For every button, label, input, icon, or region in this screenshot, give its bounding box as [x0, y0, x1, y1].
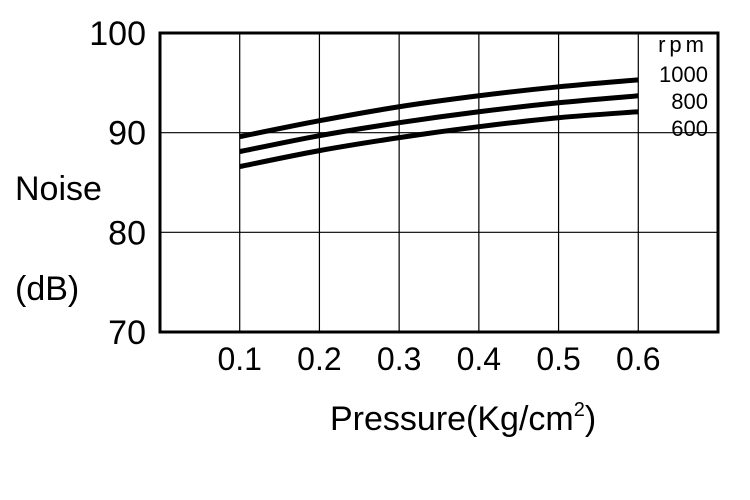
y-tick-labels: 70 80 90 100: [89, 15, 146, 352]
grid-layer: [160, 33, 718, 332]
legend-label-800: 800: [671, 89, 708, 114]
y-tick-label-1: 80: [108, 214, 146, 252]
series-line-1000-rpm: [239, 77, 639, 140]
x-tick-label-4: 0.5: [536, 341, 580, 377]
x-tick-label-1: 0.2: [297, 341, 341, 377]
x-axis-label: Pressure(Kg/cm2): [330, 399, 596, 438]
series-line-800-rpm: [239, 93, 639, 155]
series-layer: [239, 77, 639, 170]
x-axis-label-close: ): [585, 400, 596, 438]
x-tick-label-3: 0.4: [457, 341, 501, 377]
y-axis-label-line2: (dB): [15, 270, 79, 308]
x-tick-label-0: 0.1: [217, 341, 261, 377]
y-tick-label-3: 100: [89, 15, 146, 53]
x-axis-label-superscript: 2: [574, 399, 585, 421]
legend-label-1000: 1000: [659, 62, 708, 87]
series-line-600-rpm: [239, 109, 639, 170]
x-tick-label-5: 0.6: [616, 341, 660, 377]
legend-title: rpm: [658, 32, 708, 57]
plot-frame: [158, 31, 720, 334]
legend-label-600: 600: [671, 116, 708, 141]
x-tick-label-2: 0.3: [377, 341, 421, 377]
x-tick-labels: 0.1 0.2 0.3 0.4 0.5 0.6: [217, 341, 660, 377]
x-axis-label-main: Pressure(Kg/cm: [330, 400, 574, 438]
y-tick-label-2: 90: [108, 115, 146, 153]
y-axis-label-line1: Noise: [15, 170, 102, 208]
y-tick-label-0: 70: [108, 314, 146, 352]
